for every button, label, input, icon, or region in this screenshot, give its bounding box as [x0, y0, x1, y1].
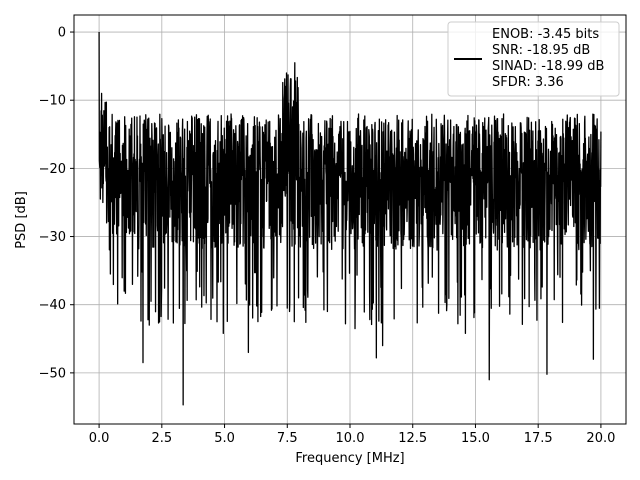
- legend-box: [447, 21, 620, 97]
- y-tick-label: −50: [39, 366, 66, 381]
- x-tick-label: 15.0: [461, 431, 490, 446]
- x-axis: 0.0 2.5 5.0 7.5 10.0 12.5 15.0 17.5 20.0: [89, 424, 615, 446]
- y-axis: 0 −10 −20 −30 −40 −50: [39, 26, 74, 381]
- x-tick-label: 12.5: [398, 431, 427, 446]
- x-tick-label: 17.5: [524, 431, 553, 446]
- x-tick-label: 5.0: [214, 431, 235, 446]
- legend-enob: ENOB: -3.45 bits: [492, 27, 599, 42]
- x-tick-label: 2.5: [151, 431, 172, 446]
- y-tick-label: 0: [58, 26, 66, 41]
- x-tick-label: 7.5: [277, 431, 298, 446]
- x-tick-label: 20.0: [586, 431, 615, 446]
- legend-sinad: SINAD: -18.99 dB: [492, 59, 604, 74]
- y-tick-label: −40: [39, 298, 66, 313]
- x-axis-label: Frequency [MHz]: [295, 451, 404, 466]
- y-axis-label: PSD [dB]: [14, 191, 29, 249]
- x-tick-label: 0.0: [89, 431, 110, 446]
- psd-series-line: [98, 32, 602, 406]
- y-tick-label: −30: [39, 230, 66, 245]
- x-tick-label: 10.0: [336, 431, 365, 446]
- y-tick-label: −10: [39, 94, 66, 109]
- plot-area: [98, 32, 602, 406]
- legend-sfdr: SFDR: 3.36: [492, 75, 564, 90]
- y-tick-label: −20: [39, 162, 66, 177]
- legend-snr: SNR: -18.95 dB: [492, 43, 590, 58]
- legend: ENOB: -3.45 bits SNR: -18.95 dB SINAD: -…: [447, 21, 620, 97]
